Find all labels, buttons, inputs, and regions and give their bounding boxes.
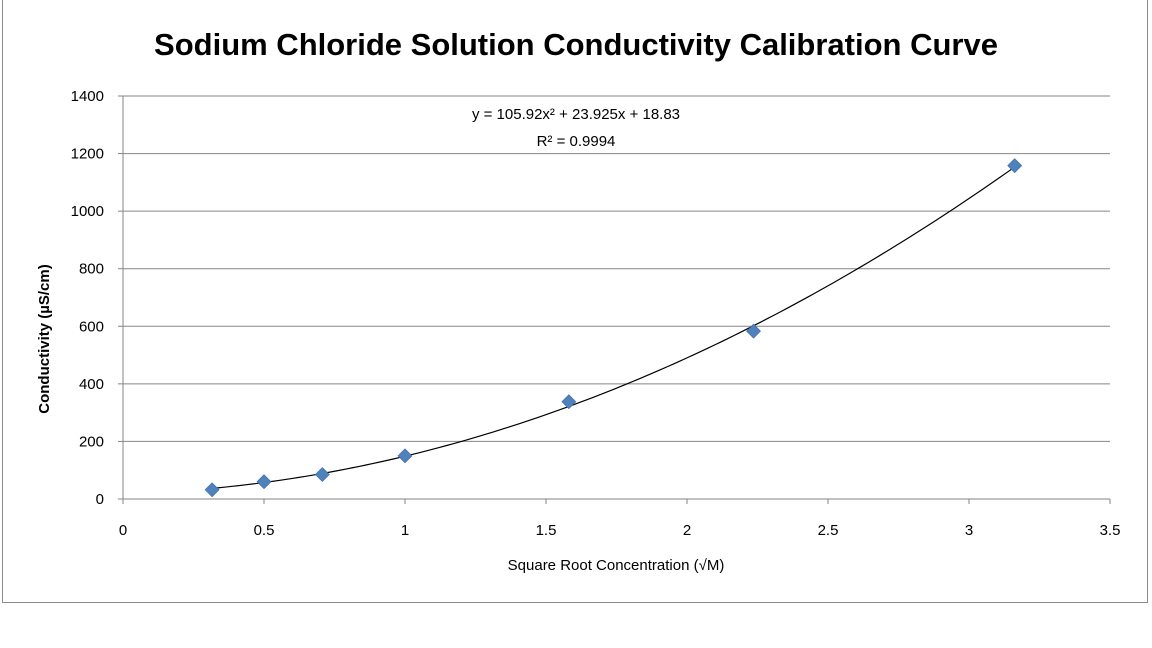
y-tick-label: 1000 [71, 203, 104, 220]
gridlines [123, 95, 1110, 442]
y-tick-label: 200 [79, 433, 104, 450]
trendline-equation: y = 105.92x² + 23.925x + 18.83 [472, 106, 680, 123]
x-tick-label: 2.5 [818, 522, 839, 539]
x-tick-label: 3 [965, 522, 973, 539]
chart-title: Sodium Chloride Solution Conductivity Ca… [154, 27, 998, 62]
x-tick-label: 1.5 [536, 522, 557, 539]
data-points [204, 158, 1023, 498]
y-tick-labels: 0 200 400 600 800 1000 1200 1400 [71, 88, 104, 508]
x-tick-label: 3.5 [1100, 522, 1121, 539]
trendline-r-squared: R² = 0.9994 [537, 133, 616, 150]
axes [118, 95, 1111, 504]
y-tick-label: 400 [79, 376, 104, 393]
y-tick-label: 0 [96, 491, 104, 508]
x-tick-label: 0 [119, 522, 127, 539]
data-point [746, 323, 761, 339]
data-point [1007, 158, 1023, 174]
trendline [212, 166, 1016, 489]
x-tick-label: 1 [401, 522, 409, 539]
y-axis-title: Conductivity (µS/cm) [36, 264, 53, 414]
data-point [561, 394, 577, 410]
y-tick-label: 1400 [71, 88, 104, 105]
x-tick-label: 0.5 [254, 522, 275, 539]
y-tick-label: 600 [79, 318, 104, 335]
data-point [397, 448, 413, 464]
chart-frame [2, 0, 1148, 603]
trendline-layer [212, 166, 1016, 489]
x-tick-label: 2 [683, 522, 691, 539]
data-point [256, 474, 272, 490]
x-tick-labels: 0 0.5 1 1.5 2 2.5 3 3.5 [119, 522, 1121, 539]
data-point [204, 482, 220, 498]
x-axis-title: Square Root Concentration (√M) [508, 557, 725, 574]
data-point [314, 467, 330, 482]
y-tick-label: 800 [79, 261, 104, 278]
y-tick-label: 1200 [71, 146, 104, 163]
